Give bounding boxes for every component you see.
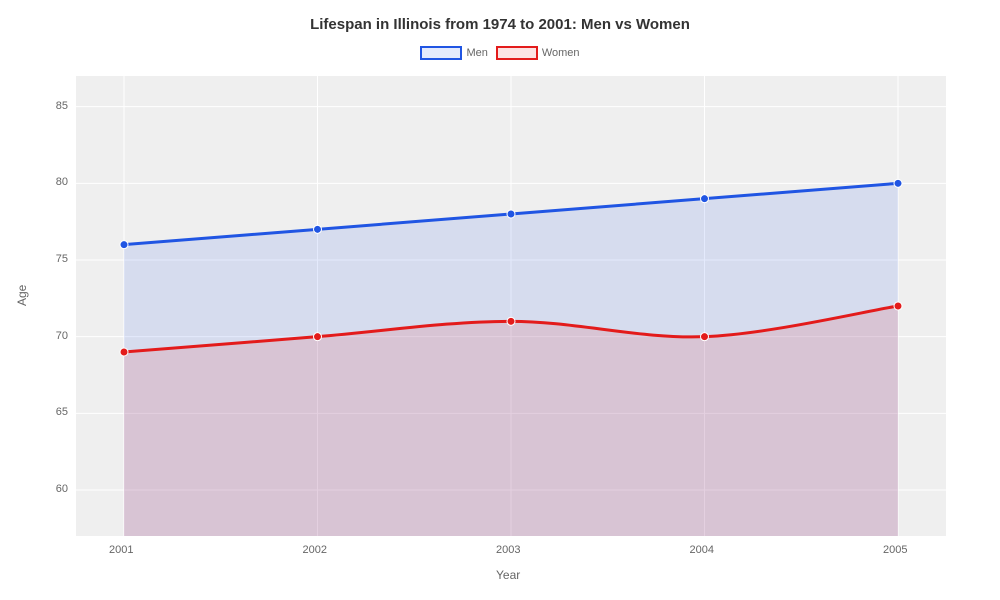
legend-label: Men [466,47,487,59]
legend-item: Women [496,46,580,60]
y-axis-label: Age [15,285,29,306]
x-tick-label: 2003 [496,544,520,556]
y-tick-label: 70 [56,330,68,342]
legend-swatch [420,46,462,60]
y-tick-label: 85 [56,100,68,112]
y-tick-label: 75 [56,253,68,265]
x-tick-label: 2001 [109,544,133,556]
x-tick-label: 2004 [690,544,714,556]
chart-plot [76,76,946,536]
y-tick-label: 65 [56,406,68,418]
y-tick-label: 80 [56,176,68,188]
legend-swatch [496,46,538,60]
chart-container: Lifespan in Illinois from 1974 to 2001: … [0,0,1000,600]
chart-legend: Men Women [0,46,1000,60]
legend-label: Women [542,47,580,59]
legend-item: Men [420,46,487,60]
x-tick-label: 2005 [883,544,907,556]
chart-title: Lifespan in Illinois from 1974 to 2001: … [0,16,1000,33]
x-axis-label: Year [496,568,520,582]
y-tick-label: 60 [56,483,68,495]
x-tick-label: 2002 [303,544,327,556]
